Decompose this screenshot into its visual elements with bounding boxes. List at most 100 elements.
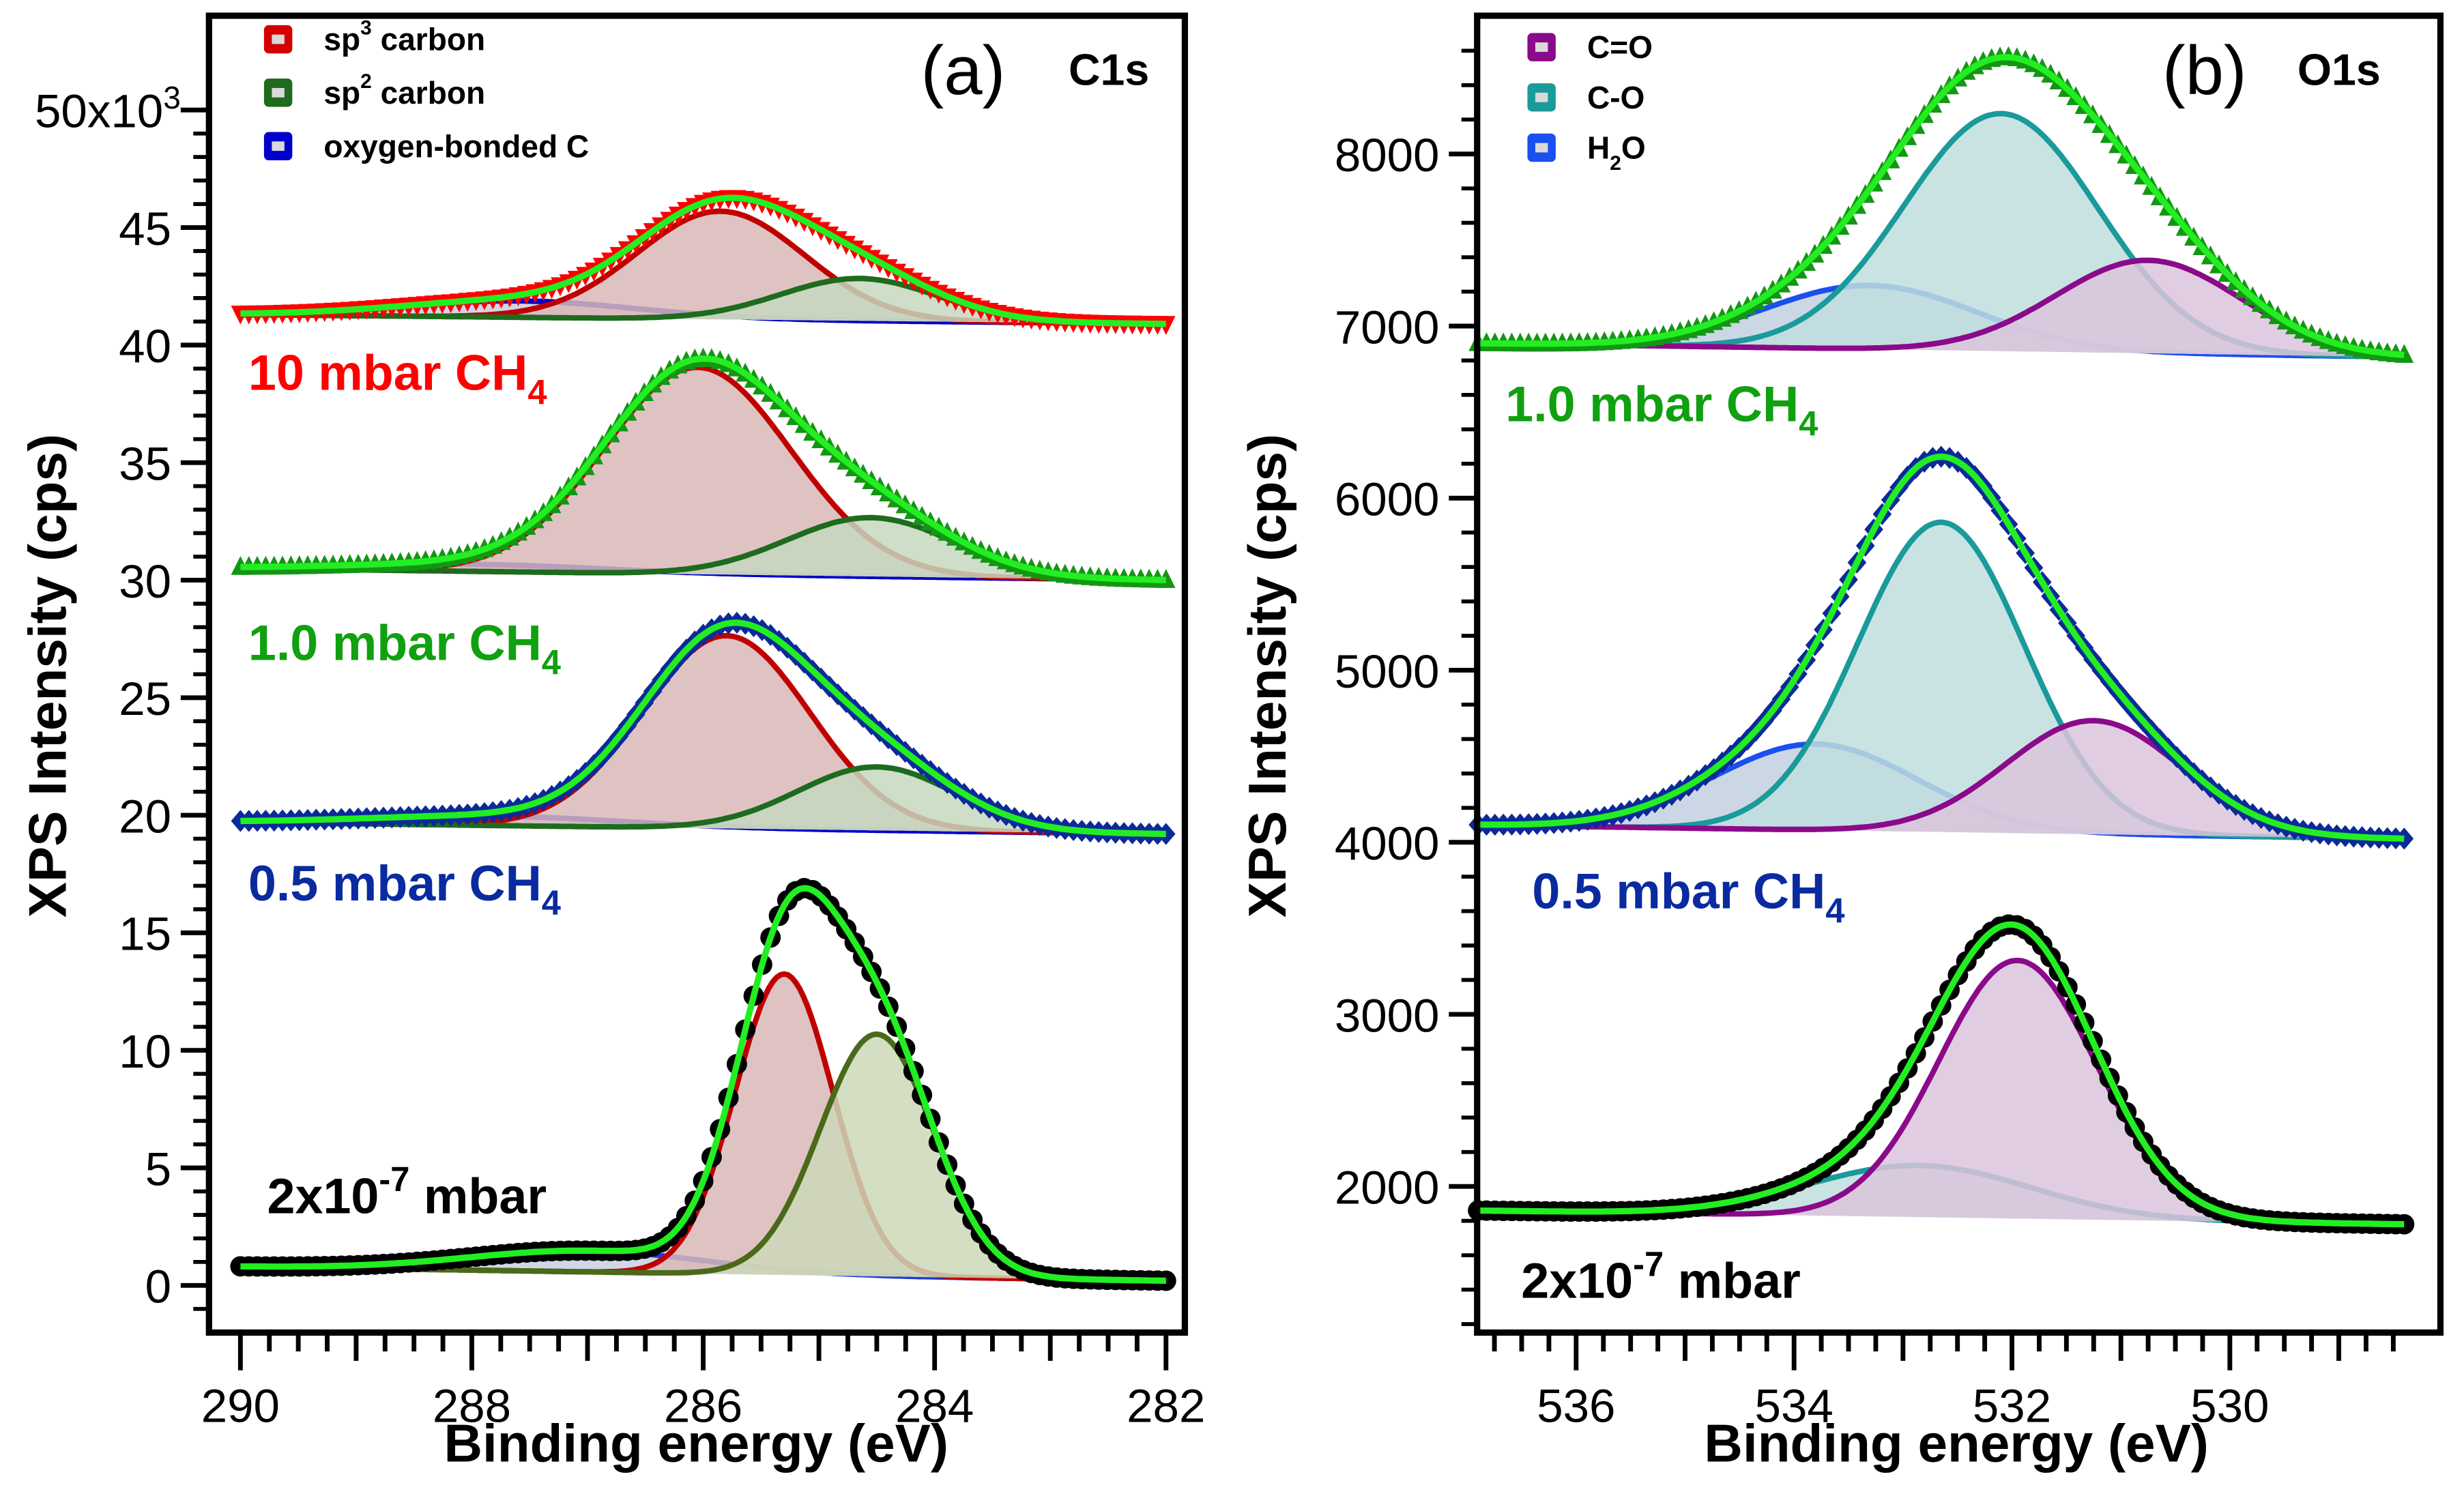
y-tick-label: 5000 — [1335, 645, 1440, 698]
panel-b-legend: C=O C-O H2O — [1527, 29, 1653, 175]
legend-label: C=O — [1587, 29, 1653, 65]
legend-swatch-pattern — [1535, 92, 1548, 102]
y-tick-label: 0 — [145, 1260, 171, 1313]
component-fill-h2o — [1478, 744, 2405, 839]
component-fill-c-o — [1478, 522, 2405, 839]
panel-a-plot-area — [230, 190, 1176, 1291]
legend-item: H2O — [1527, 130, 1646, 175]
y-tick-label: 25 — [119, 672, 171, 725]
legend-item: C=O — [1527, 29, 1653, 65]
spectrum-2 — [1468, 445, 2414, 850]
spectrum-3 — [1468, 914, 2415, 1235]
y-tick-label: 20 — [119, 789, 171, 842]
panel-a-legend: sp3 carbon sp2 carbon oxygen-bonded C — [263, 17, 589, 164]
y-tick-label: 2000 — [1335, 1161, 1440, 1214]
fit-envelope-line — [1477, 921, 2405, 1228]
x-tick-label: 286 — [664, 1379, 742, 1433]
panel-b-y-axis: 2000 3000 4000 5000 6000 7000 8000 — [1335, 48, 1477, 1326]
legend-swatch-pattern — [272, 141, 285, 151]
legend-item: oxygen-bonded C — [263, 128, 589, 164]
component-fill-c-o — [1478, 260, 2405, 357]
y-tick-label: 15 — [119, 907, 171, 960]
fit-envelope-line — [240, 355, 1166, 583]
x-tick-label: 532 — [1973, 1379, 2051, 1433]
component-fill-sp2-carbon — [240, 517, 1166, 581]
y-tick-label: 4000 — [1335, 817, 1440, 870]
x-tick-label: 288 — [433, 1379, 511, 1433]
component-fill-c-o — [1478, 113, 2405, 357]
spectrum-1 — [1468, 46, 2414, 363]
component-fill-oxygen-bonded-c — [240, 816, 1166, 834]
panel-b-letter: (b) — [2162, 32, 2247, 109]
y-tick-label: 30 — [119, 555, 171, 608]
fit-envelope-line — [240, 194, 1166, 327]
legend-label: sp3 carbon — [323, 17, 485, 57]
fit-envelope-line — [1478, 453, 2405, 842]
x-tick-label: 290 — [201, 1379, 280, 1433]
panel-a-letter: (a) — [921, 32, 1006, 109]
panel-a-spectrum-labels: 10 mbar CH4 1.0 mbar CH4 0.5 mbar CH4 2x10-… — [248, 344, 561, 1224]
fit-envelope-line — [240, 885, 1166, 1285]
spectrum-label: 2x10-7 mbar — [267, 1160, 547, 1224]
legend-swatch-pattern — [1535, 143, 1548, 153]
y-tick-label: 8000 — [1335, 128, 1440, 181]
y-tick-label: 35 — [119, 437, 171, 490]
y-tick-label: 6000 — [1335, 473, 1440, 526]
panel-b-x-axis-title: Binding energy (eV) — [1704, 1413, 2208, 1473]
legend-item: sp3 carbon — [263, 17, 485, 57]
spectrum-label: 10 mbar CH4 — [248, 344, 547, 411]
y-tick-label: 3000 — [1335, 988, 1440, 1042]
fit-envelope-line — [240, 619, 1166, 838]
panel-b-core-level: O1s — [2298, 45, 2381, 94]
spectrum-label: 2x10-7 mbar — [1521, 1244, 1801, 1308]
spectrum-label: 0.5 mbar CH4 — [248, 855, 561, 922]
component-fill-sp3-carbon — [240, 211, 1166, 324]
panel-a-core-level: C1s — [1069, 45, 1149, 94]
y-tick-label: 50x103 — [35, 80, 181, 138]
legend-item: sp2 carbon — [263, 70, 485, 111]
spectrum-2 — [231, 347, 1176, 588]
component-fill-c-o — [1478, 720, 2405, 839]
component-fill-sp3-carbon — [240, 367, 1166, 581]
legend-label: C-O — [1587, 80, 1644, 115]
y-tick-label: 45 — [119, 202, 171, 255]
panel-b-y-axis-title: XPS Intensity (cps) — [1237, 434, 1297, 918]
x-tick-label: 284 — [895, 1379, 974, 1433]
y-tick-label: 7000 — [1335, 300, 1440, 353]
x-tick-label: 282 — [1127, 1379, 1205, 1433]
legend-label: sp2 carbon — [323, 70, 485, 111]
component-fill-sp2-carbon — [240, 1033, 1166, 1281]
fit-envelope-line — [1478, 54, 2405, 358]
component-fill-sp3-carbon — [240, 973, 1166, 1281]
data-point — [2394, 827, 2414, 850]
panel-b-spectrum-labels: 1.0 mbar CH4 0.5 mbar CH4 2x10-7 mbar — [1505, 375, 1844, 1308]
component-fill-sp2-carbon — [240, 278, 1166, 324]
y-tick-label: 10 — [119, 1025, 171, 1078]
y-tick-label: 40 — [119, 319, 171, 372]
panel-b-plot-area — [1468, 46, 2415, 1235]
spectrum-label: 1.0 mbar CH4 — [248, 614, 561, 681]
panel-a-y-axis: 0 5 10 15 20 25 30 35 40 45 50x103 — [35, 80, 209, 1313]
x-tick-label: 530 — [2190, 1379, 2269, 1433]
spectrum-label: 1.0 mbar CH4 — [1505, 375, 1818, 443]
panel-a-x-axis: 290 288 286 284 282 — [201, 1332, 1205, 1433]
y-tick-label: 5 — [145, 1142, 171, 1195]
data-point — [2394, 1214, 2415, 1235]
x-tick-label: 534 — [1755, 1379, 1833, 1433]
legend-item: C-O — [1527, 80, 1644, 115]
component-fill-c-o — [1478, 960, 2405, 1224]
legend-swatch-pattern — [1535, 42, 1548, 53]
legend-label: oxygen-bonded C — [323, 128, 589, 164]
panel-b-x-axis: 536 534 532 530 — [1492, 1332, 2396, 1433]
spectrum-1 — [231, 190, 1176, 335]
panel-a-c1s: 0 5 10 15 20 25 30 35 40 45 50x103 290 288 286 284 282… — [18, 12, 1205, 1473]
spectrum-3 — [231, 611, 1176, 845]
panel-a-y-axis-title: XPS Intensity (cps) — [18, 434, 78, 918]
spectrum-label: 0.5 mbar CH4 — [1532, 862, 1844, 930]
panel-a-x-axis-title: Binding energy (eV) — [444, 1413, 948, 1473]
component-fill-sp3-carbon — [240, 635, 1166, 834]
legend-swatch-pattern — [272, 88, 285, 98]
legend-swatch-pattern — [272, 34, 285, 44]
